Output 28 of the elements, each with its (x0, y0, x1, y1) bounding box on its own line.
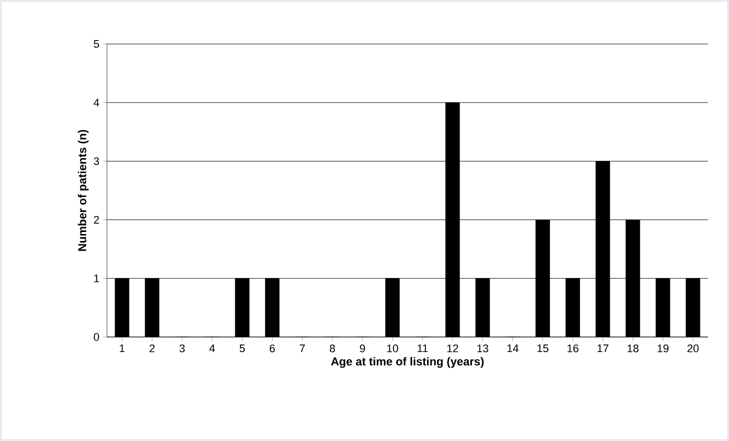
y-tick-label: 1 (94, 274, 99, 282)
x-tick-label: 1 (120, 344, 125, 352)
x-tick-label: 17 (598, 344, 608, 352)
y-tick-label: 2 (94, 216, 99, 224)
x-tick-label: 11 (418, 344, 428, 352)
x-tick-label: 16 (568, 344, 578, 352)
y-tick-label: 4 (94, 98, 100, 106)
x-tick-label: 8 (330, 344, 335, 352)
y-tick-label: 5 (94, 40, 100, 48)
x-axis-title: Age at time of listing (years) (331, 357, 484, 368)
x-tick-label: 18 (628, 344, 638, 352)
y-axis-title: Number of patients (n) (78, 130, 89, 251)
x-tick-label: 9 (360, 344, 365, 352)
x-tick-label: 4 (209, 344, 215, 352)
x-tick-label: 10 (387, 344, 398, 352)
x-tick-label: 14 (507, 344, 518, 352)
x-tick-label: 5 (240, 344, 245, 352)
x-tick-label: 20 (687, 344, 699, 352)
x-tick-label: 7 (300, 344, 305, 352)
y-tick-label: 3 (94, 157, 100, 166)
x-tick-label: 2 (150, 344, 155, 352)
x-tick-label: 6 (270, 344, 275, 352)
x-tick-label: 13 (477, 344, 488, 352)
x-tick-label: 12 (447, 344, 458, 352)
y-tick-label: 0 (94, 333, 100, 341)
x-tick-label: 15 (537, 344, 548, 352)
x-tick-label: 3 (180, 344, 185, 352)
x-tick-label: 19 (658, 344, 669, 352)
